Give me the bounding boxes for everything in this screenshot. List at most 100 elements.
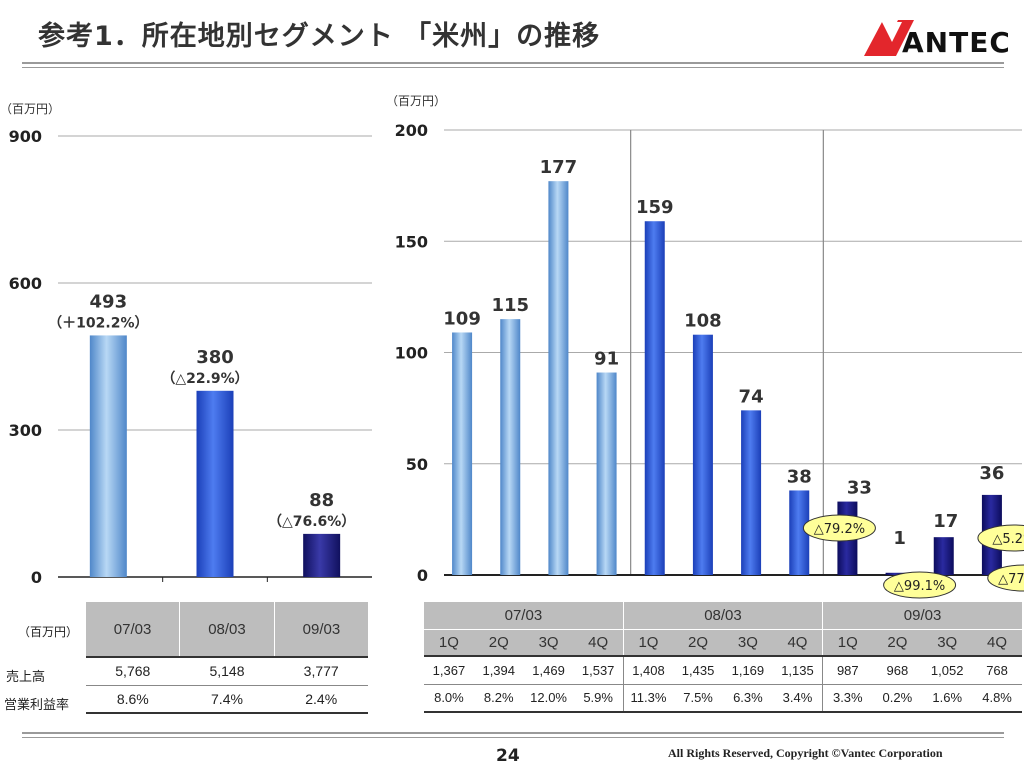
y-tick-label: 0	[31, 568, 42, 587]
group-header: 07/03	[424, 602, 624, 630]
data-label: 177	[540, 157, 578, 178]
bar	[500, 319, 521, 575]
y-tick-label: 300	[9, 421, 42, 440]
table-row-sales: 5,768 5,148 3,777	[86, 657, 368, 685]
data-label: 36	[979, 463, 1004, 484]
bar	[89, 335, 127, 577]
table-cell: 12.0%	[530, 690, 567, 706]
annual-data-table: 07/03 08/03 09/03 5,768 5,148 3,777 8.6%…	[86, 602, 368, 714]
quarter-header: 2Q	[473, 629, 524, 656]
y-tick-label: 600	[9, 274, 42, 293]
bar	[644, 221, 665, 575]
change-callout	[802, 514, 876, 542]
data-label: 108	[684, 311, 722, 332]
change-callout	[883, 571, 957, 599]
change-callout-label: △99.1%	[894, 579, 945, 594]
table-cell: 5,768	[115, 663, 151, 680]
table-cell: 1,469	[532, 662, 565, 678]
table-cell: 8.2%	[483, 690, 514, 706]
data-label: 109	[443, 308, 481, 329]
quarter-header: 1Q	[822, 629, 873, 656]
data-label: 159	[636, 197, 674, 218]
change-callout-label: △77.0%	[998, 572, 1024, 587]
year-header: 08/03	[179, 602, 275, 657]
table-cell: 8.0%	[434, 690, 464, 706]
data-label: 33	[847, 478, 872, 499]
table-cell: 987	[836, 662, 859, 678]
quarter-header: 4Q	[972, 629, 1022, 656]
table-cell: 7.5%	[683, 690, 713, 706]
y-tick-label: 150	[395, 232, 428, 251]
bar	[196, 390, 234, 577]
table-cell: 8.6%	[116, 690, 149, 707]
table-cell: 2.4%	[305, 690, 338, 707]
data-label: 1	[893, 528, 906, 549]
data-label: 74	[739, 386, 764, 407]
table-cell: 768	[986, 662, 1008, 678]
table-cell: 1,435	[681, 662, 715, 678]
table-cell: 6.3%	[733, 690, 763, 706]
table-cell: 4.8%	[982, 690, 1012, 706]
table-cell: 7.4%	[211, 690, 243, 707]
footer-rule-top	[22, 732, 1004, 734]
change-callout-label: △5.2%	[992, 532, 1024, 547]
quarter-header: 1Q	[424, 629, 474, 656]
table-cell: 3.3%	[832, 690, 863, 706]
bar	[692, 334, 713, 575]
quarter-header: 4Q	[573, 629, 624, 656]
year-header: 09/03	[274, 602, 368, 657]
copyright-text: All Rights Reserved, Copyright ©Vantec C…	[668, 746, 943, 760]
table-cell: 1,408	[632, 662, 665, 678]
data-label: 115	[491, 295, 529, 316]
quarter-header: 2Q	[872, 629, 923, 656]
table-cell: 1,052	[930, 662, 964, 678]
table-cell: 1,394	[482, 662, 516, 678]
row-label-margin: 営業利益率	[4, 698, 70, 713]
page-title: 参考1．所在地別セグメント 「米州」の推移	[38, 21, 601, 52]
right-chart-unit: （百万円）	[386, 94, 447, 108]
data-label: 17	[933, 511, 958, 532]
table-cell: 1,169	[731, 662, 765, 678]
footer-rule-bottom	[22, 737, 1004, 738]
table-cell: 5.9%	[573, 684, 624, 712]
quarter-header: 3Q	[922, 629, 973, 656]
row-label-sales: 売上高	[6, 670, 46, 685]
table-cell: 5,148	[209, 663, 245, 680]
data-label: 380	[196, 347, 234, 368]
y-tick-label: 100	[395, 344, 428, 363]
table-cell: 968	[886, 662, 909, 678]
header-rule-top	[22, 62, 1004, 64]
change-callout-label: △79.2%	[814, 522, 865, 537]
table-cell: 3.4%	[772, 684, 824, 712]
table-cell: 1,367	[432, 662, 466, 678]
data-label: 38	[787, 466, 812, 487]
table-cell: 1,135	[772, 656, 824, 684]
table-cell: 1.6%	[932, 690, 963, 706]
table-row-margin: 8.0% 8.2% 12.0% 5.9% 11.3% 7.5% 6.3% 3.4% 3.3% 0.…	[424, 684, 1022, 712]
bar	[596, 372, 617, 575]
bar	[452, 332, 473, 575]
table-cell: 11.3%	[630, 690, 667, 706]
bar	[789, 490, 810, 575]
bar	[885, 572, 906, 575]
quarter-header: 3Q	[722, 629, 773, 656]
quarter-header: 4Q	[772, 629, 824, 656]
bar	[933, 537, 954, 575]
vantec-logo: ANTEC	[864, 20, 1008, 59]
change-label: （△76.6%）	[268, 514, 355, 530]
left-table-unit: （百万円）	[18, 625, 79, 639]
data-label: 91	[594, 349, 619, 370]
quarter-header: 1Q	[623, 629, 674, 656]
header-rule-bottom	[22, 67, 1004, 68]
bar	[303, 533, 341, 577]
y-tick-label: 200	[395, 121, 428, 140]
table-cell: 3,777	[303, 663, 339, 680]
quarterly-data-table: 07/03 08/03 09/03 1Q 2Q 3Q 4Q 1Q 2Q 3Q 4Q 1Q 2Q 3Q…	[424, 602, 1022, 713]
quarter-header: 3Q	[523, 629, 574, 656]
table-row-sales: 1,367 1,394 1,469 1,537 1,408 1,435 1,169 1,135…	[424, 656, 1022, 684]
bar	[548, 181, 569, 576]
quarter-header: 2Q	[673, 629, 723, 656]
y-tick-label: 900	[9, 127, 42, 146]
group-header: 09/03	[822, 602, 1022, 630]
table-cell: 1,537	[573, 656, 624, 684]
